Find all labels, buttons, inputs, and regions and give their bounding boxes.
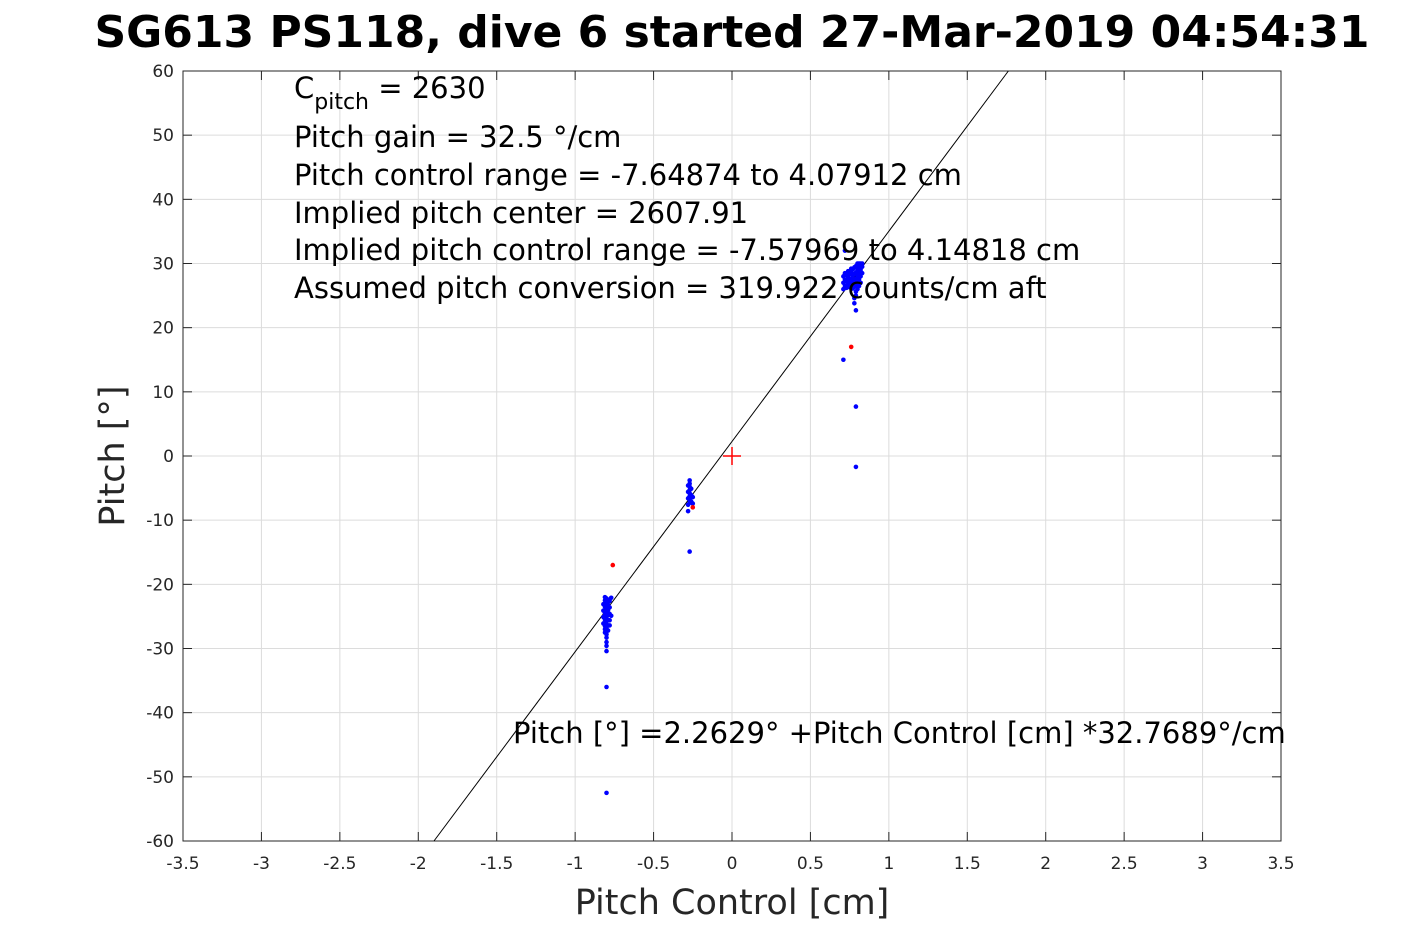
data-point [604,790,609,796]
data-point [685,489,691,495]
x-tick-label: 2.5 [1111,854,1138,874]
y-tick-label: 10 [152,383,174,403]
x-tick-label: 0 [727,854,738,874]
y-tick-label: 0 [163,447,174,467]
x-tick-label: 1.5 [954,854,981,874]
y-tick-label: -30 [146,640,174,660]
data-point [608,595,614,601]
data-point [610,562,616,568]
y-tick-label: 60 [152,62,174,82]
x-tick-label: 0.5 [797,854,824,874]
annotation-line: Assumed pitch conversion = 319.922 count… [294,271,1047,305]
data-point [859,270,865,276]
data-point [690,505,696,510]
y-tick-label: 30 [152,255,174,275]
data-point [685,502,691,508]
y-tick-label: -60 [146,832,174,852]
data-point [852,300,857,306]
data-point [605,628,611,633]
center-marker [723,447,741,465]
grid [182,70,1282,842]
y-tick-label: 20 [152,319,174,339]
x-tick-label: 2 [1040,854,1051,874]
x-tick-label: -1.5 [480,854,513,874]
data-point [842,248,848,253]
data-point [601,608,606,613]
x-axis-label: Pitch Control [cm] [575,883,890,923]
data-points [601,248,865,796]
y-axis-label: Pitch [°] [93,385,133,526]
annotation-line: Pitch control range = -7.64874 to 4.0791… [294,158,962,192]
y-tick-label: 40 [152,190,174,210]
data-point [859,261,865,266]
data-point [853,293,859,298]
fit-equation-label: Pitch [°] =2.2629° +Pitch Control [cm] *… [513,716,1286,750]
data-point [604,632,609,637]
data-point [601,614,606,620]
data-point [687,549,692,554]
data-point [601,601,606,607]
data-point [604,635,609,640]
data-point [604,639,609,645]
x-tick-label: 3.5 [1267,854,1294,874]
y-tick-label: -20 [146,575,174,595]
data-point [848,344,854,350]
data-point [859,264,865,270]
data-point [607,605,612,610]
x-tick-label: -1 [567,854,584,874]
data-point [853,308,859,313]
y-tick-labels: -60 -50 -40 -30 -20 -10 0 10 20 30 40 50 60 [146,62,174,852]
data-point [607,617,612,623]
data-point [688,486,694,492]
data-point [604,648,609,654]
chart-title: SG613 PS118, dive 6 started 27-Mar-2019 … [94,7,1369,58]
x-tick-label: -2 [410,854,427,874]
data-point [601,621,606,626]
data-point [685,508,691,514]
annotation-line: Pitch gain = 32.5 °/cm [294,120,621,154]
data-point [690,501,696,506]
x-tick-label: -0.5 [637,854,670,874]
data-point [607,623,612,628]
x-tick-label: -3 [253,854,270,874]
annotations: Cpitch = 2630 Pitch gain = 32.5 °/cm Pitch… [294,71,1080,305]
data-point [685,496,691,501]
fit-line [433,70,1009,842]
data-point [841,357,846,363]
x-tick-label: -3.5 [166,854,199,874]
x-tick-labels: -3.5 -3 -2.5 -2 -1.5 -1 -0.5 0 0.5 1 1.5 2 2.5 3 3.5 [166,854,1294,874]
data-point [687,478,692,483]
y-tick-label: 50 [152,126,174,146]
axis-ticks [182,70,1282,842]
data-point [604,684,609,690]
data-point [690,494,696,500]
data-point [685,483,691,488]
data-point [853,404,859,409]
annotation-line: Implied pitch center = 2607.91 [294,196,748,230]
annotation-line: Cpitch = 2630 [294,71,486,115]
x-tick-label: -2.5 [323,854,356,874]
y-tick-label: -40 [146,704,174,724]
annotation-line: Implied pitch control range = -7.57969 t… [294,233,1080,267]
y-tick-label: -10 [146,511,174,531]
data-point [608,613,614,619]
y-tick-label: -50 [146,768,174,788]
data-point [853,464,859,470]
x-tick-label: 1 [883,854,894,874]
data-point [604,643,609,649]
data-point [858,280,863,286]
fit-line-group [433,70,1009,842]
x-tick-label: 3 [1197,854,1208,874]
